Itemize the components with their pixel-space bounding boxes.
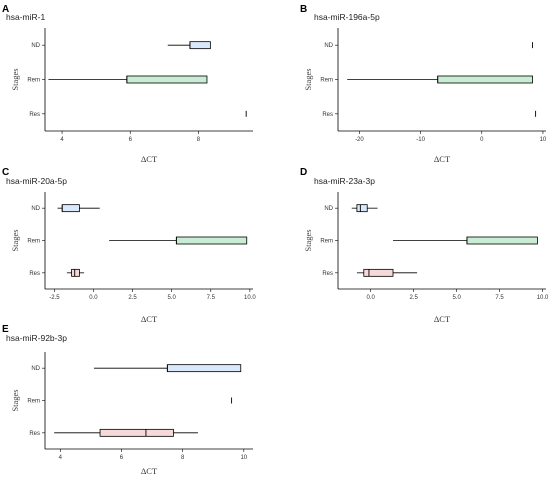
- y-tick-label: Rem: [27, 399, 40, 405]
- iqr-box: [71, 268, 80, 277]
- y-tick-label: ND: [324, 206, 333, 212]
- y-tick-label: Rem: [27, 239, 40, 245]
- x-tick-label: 10.0: [537, 295, 549, 301]
- box-nd: [57, 204, 100, 213]
- x-axis-label: ΔCT: [141, 154, 158, 164]
- box-rem: [48, 75, 208, 84]
- y-tick-label: ND: [324, 43, 333, 49]
- box-rem: [109, 236, 248, 245]
- y-tick-label: Res: [29, 271, 40, 277]
- box-rem: [347, 75, 533, 84]
- x-tick-label: 7.5: [495, 295, 504, 301]
- x-tick-label: 2.5: [409, 295, 418, 301]
- y-tick-label: ND: [31, 43, 40, 49]
- x-tick-label: 0: [480, 137, 484, 143]
- y-tick-label: Res: [322, 112, 333, 118]
- x-tick-label: 10: [540, 137, 547, 143]
- x-tick-label: 0.0: [89, 295, 98, 301]
- y-axis-label: Stages: [10, 229, 20, 251]
- x-tick-label: 4: [59, 455, 63, 461]
- box-res: [54, 428, 198, 437]
- box-rem: [393, 236, 538, 245]
- x-tick-label: 4: [60, 137, 64, 143]
- panel-title: hsa-miR-1: [6, 12, 45, 22]
- panel-title: hsa-miR-20a-5p: [6, 176, 67, 186]
- iqr-box: [175, 236, 248, 245]
- panel-letter: E: [2, 324, 9, 335]
- box-res: [356, 268, 418, 277]
- x-axis-label: ΔCT: [141, 466, 158, 476]
- x-axis-label: ΔCT: [434, 314, 451, 324]
- x-axis-label: ΔCT: [434, 154, 451, 164]
- x-tick-label: 10.0: [244, 295, 256, 301]
- box-nd: [93, 364, 242, 373]
- x-axis-label: ΔCT: [141, 314, 158, 324]
- x-tick-label: 7.5: [207, 295, 216, 301]
- x-tick-label: 5.0: [452, 295, 461, 301]
- iqr-box: [126, 75, 208, 84]
- y-tick-label: Rem: [320, 239, 333, 245]
- box-res: [66, 268, 85, 277]
- x-tick-label: 6: [120, 455, 124, 461]
- y-tick-label: Res: [29, 112, 40, 118]
- box-nd: [167, 41, 211, 50]
- y-axis-label: Stages: [10, 68, 20, 90]
- y-axis-label: Stages: [303, 229, 313, 251]
- x-tick-label: 6: [129, 137, 133, 143]
- iqr-box: [363, 268, 394, 277]
- y-tick-label: Res: [322, 271, 333, 277]
- y-tick-label: Rem: [320, 78, 333, 84]
- iqr-box: [466, 236, 538, 245]
- panel-title: hsa-miR-196a-5p: [314, 12, 380, 22]
- x-tick-label: -10: [416, 137, 425, 143]
- x-tick-label: -2.5: [49, 295, 60, 301]
- panel-letter: A: [2, 4, 9, 15]
- y-tick-label: ND: [31, 206, 40, 212]
- box-nd: [351, 204, 378, 213]
- x-tick-label: 2.5: [128, 295, 137, 301]
- x-tick-label: -20: [355, 137, 364, 143]
- x-tick-label: 10: [240, 455, 247, 461]
- y-tick-label: ND: [31, 366, 40, 372]
- y-tick-label: Rem: [27, 78, 40, 84]
- iqr-box: [99, 428, 174, 437]
- panel-title: hsa-miR-23a-3p: [314, 176, 375, 186]
- iqr-box: [189, 41, 211, 50]
- iqr-box: [166, 364, 242, 373]
- y-axis-label: Stages: [10, 389, 20, 411]
- panel-letter: D: [300, 167, 307, 178]
- iqr-box: [61, 204, 80, 213]
- x-tick-label: 8: [181, 455, 185, 461]
- panel-title: hsa-miR-92b-3p: [6, 333, 67, 343]
- iqr-box: [356, 204, 368, 213]
- iqr-box: [437, 75, 533, 84]
- panel-letter: C: [2, 167, 9, 178]
- y-axis-label: Stages: [303, 68, 313, 90]
- x-tick-label: 5.0: [168, 295, 177, 301]
- x-tick-label: 8: [197, 137, 201, 143]
- y-tick-label: Res: [29, 431, 40, 437]
- panel-letter: B: [300, 4, 307, 15]
- x-tick-label: 0.0: [366, 295, 375, 301]
